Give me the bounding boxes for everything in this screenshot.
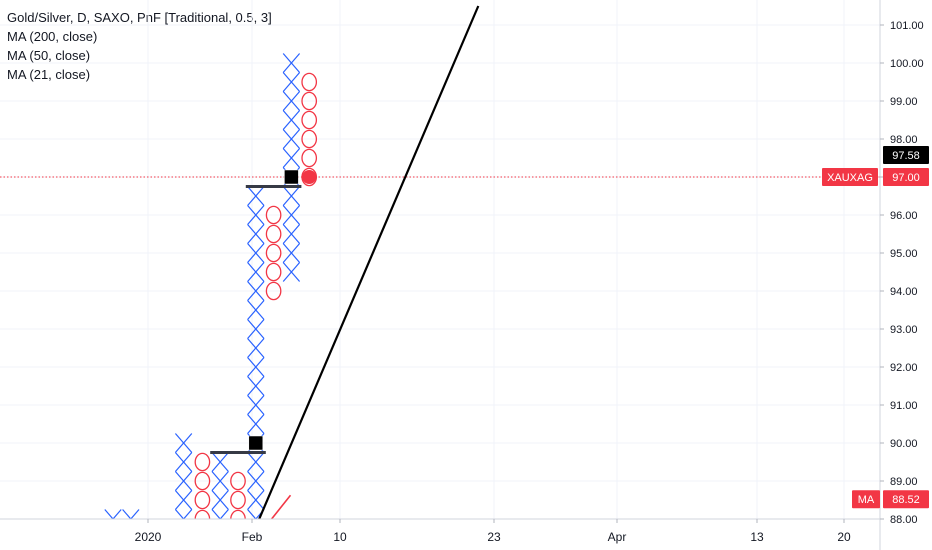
pnf-x-box bbox=[174, 490, 193, 510]
pnf-x-box bbox=[282, 148, 301, 168]
pnf-o-box bbox=[194, 490, 211, 510]
pnf-x-box bbox=[104, 509, 122, 519]
y-tick-label: 92.00 bbox=[890, 362, 918, 374]
pnf-x-box bbox=[247, 414, 265, 434]
x-tick-label: 13 bbox=[750, 530, 764, 544]
y-tick-label: 93.00 bbox=[890, 324, 918, 336]
signal-square-marker bbox=[248, 435, 264, 451]
pnf-x-box bbox=[282, 91, 301, 111]
pnf-x-box bbox=[247, 471, 265, 491]
ma-label-badge-bg bbox=[852, 490, 880, 509]
legend-ma-21[interactable]: MA (21, close) bbox=[7, 67, 91, 82]
pnf-x-box bbox=[282, 224, 301, 244]
pnf-x-box bbox=[211, 490, 229, 510]
pnf-x-box bbox=[282, 53, 301, 73]
pnf-o-box bbox=[301, 129, 318, 149]
pnf-o-box bbox=[194, 452, 211, 472]
pnf-x-box bbox=[174, 509, 193, 519]
pnf-o-box bbox=[301, 148, 318, 168]
y-tick-label: 95.00 bbox=[890, 248, 918, 260]
y-tick-label: 98.00 bbox=[890, 134, 918, 146]
pnf-x-box bbox=[282, 262, 301, 282]
pnf-x-box bbox=[247, 357, 265, 377]
pnf-o-box bbox=[301, 167, 318, 187]
x-tick-label: 2020 bbox=[135, 530, 162, 544]
chart-legend: Gold/Silver, D, SAXO, PnF [Traditional, … bbox=[7, 8, 272, 84]
y-tick-label: 89.00 bbox=[890, 476, 918, 488]
pnf-x-box bbox=[247, 376, 265, 396]
y-tick-label: 91.00 bbox=[890, 400, 918, 412]
pnf-x-box bbox=[247, 338, 265, 358]
ma-value-badge: 88.52 bbox=[892, 494, 920, 506]
y-tick-label: 94.00 bbox=[890, 286, 918, 298]
pnf-x-box bbox=[247, 452, 265, 472]
last-value-badge: 97.58 bbox=[892, 150, 920, 162]
ma-line bbox=[270, 494, 292, 519]
ma-value-badge-bg bbox=[883, 490, 929, 509]
pnf-x-box bbox=[247, 395, 265, 415]
pnf-o-box bbox=[230, 471, 246, 491]
signal-square-marker bbox=[284, 169, 299, 185]
pnf-x-box bbox=[174, 433, 193, 453]
chart-title[interactable]: Gold/Silver, D, SAXO, PnF [Traditional, … bbox=[7, 10, 272, 25]
pnf-o-box bbox=[301, 72, 318, 92]
symbol-value-badge: 97.00 bbox=[892, 172, 920, 184]
pnf-x-box bbox=[247, 224, 265, 244]
pnf-o-box bbox=[265, 262, 282, 282]
pnf-o-box bbox=[265, 224, 282, 244]
pnf-o-box bbox=[230, 490, 246, 510]
pnf-x-box bbox=[247, 186, 265, 206]
pnf-o-box bbox=[265, 281, 282, 301]
chart-overlays bbox=[210, 5, 480, 519]
last-value-badge-bg bbox=[883, 145, 929, 164]
legend-ma-50[interactable]: MA (50, close) bbox=[7, 48, 91, 63]
pnf-x-box bbox=[247, 281, 265, 301]
pnf-o-box bbox=[194, 471, 211, 491]
x-tick-label: 20 bbox=[837, 530, 851, 544]
pnf-x-box bbox=[247, 300, 265, 320]
x-tick-label: 10 bbox=[333, 530, 347, 544]
y-tick-label: 101.00 bbox=[890, 20, 924, 32]
pnf-x-box bbox=[174, 452, 193, 472]
pnf-x-box bbox=[282, 186, 301, 206]
y-tick-label: 90.00 bbox=[890, 438, 918, 450]
pnf-x-box bbox=[211, 471, 229, 491]
pnf-o-box bbox=[301, 91, 318, 111]
x-tick-label: 23 bbox=[487, 530, 501, 544]
symbol-badge: XAUXAG bbox=[827, 172, 873, 184]
pnf-x-box bbox=[211, 509, 229, 519]
pnf-o-box bbox=[301, 110, 318, 130]
y-tick-label: 88.00 bbox=[890, 514, 918, 526]
pnf-x-box bbox=[122, 509, 140, 519]
x-tick-label: Feb bbox=[242, 530, 263, 544]
y-tick-label: 96.00 bbox=[890, 210, 918, 222]
current-price-dot bbox=[302, 170, 317, 184]
pnf-o-box bbox=[265, 243, 282, 263]
pnf-x-box bbox=[282, 243, 301, 263]
legend-ma-200[interactable]: MA (200, close) bbox=[7, 29, 98, 44]
y-tick-label: 100.00 bbox=[890, 58, 924, 70]
y-tick-label: 99.00 bbox=[890, 96, 918, 108]
pnf-x-box bbox=[282, 129, 301, 149]
pnf-x-box bbox=[247, 319, 265, 339]
trend-line bbox=[258, 5, 480, 519]
grid-lines bbox=[0, 0, 880, 520]
pnf-x-box bbox=[282, 110, 301, 130]
pnf-x-box bbox=[247, 262, 265, 282]
x-tick-label: Apr bbox=[608, 530, 627, 544]
pnf-o-box bbox=[265, 205, 282, 225]
pnf-x-box bbox=[211, 452, 229, 472]
pnf-x-box bbox=[247, 243, 265, 263]
pnf-x-box bbox=[174, 471, 193, 491]
pnf-x-box bbox=[282, 205, 301, 225]
pnf-x-box bbox=[247, 205, 265, 225]
pnf-x-box bbox=[282, 72, 301, 92]
symbol-value-badge-bg bbox=[883, 168, 929, 186]
symbol-badge-bg bbox=[822, 168, 878, 186]
pnf-x-box bbox=[247, 490, 265, 510]
ma-label-badge: MA bbox=[858, 494, 875, 506]
